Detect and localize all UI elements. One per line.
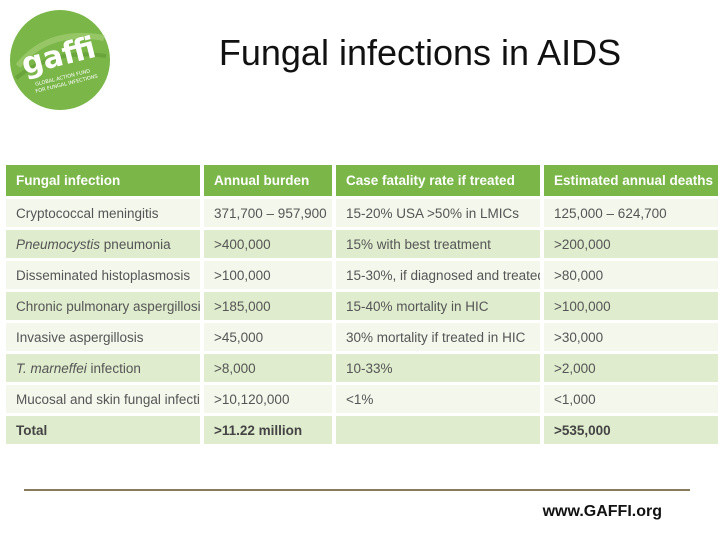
table-total-row: Total >11.22 million >535,000 bbox=[6, 416, 718, 444]
table-header-row: Fungal infection Annual burden Case fata… bbox=[6, 165, 718, 196]
table-row: Cryptococcal meningitis 371,700 – 957,90… bbox=[6, 199, 718, 227]
annual-deaths: >2,000 bbox=[544, 354, 718, 382]
annual-burden: >185,000 bbox=[204, 292, 332, 320]
table-row: Invasive aspergillosis >45,000 30% morta… bbox=[6, 323, 718, 351]
case-fatality: 15-30%, if diagnosed and treated bbox=[336, 261, 540, 289]
annual-burden: >10,120,000 bbox=[204, 385, 332, 413]
infection-name: Invasive aspergillosis bbox=[6, 323, 200, 351]
footer-url[interactable]: www.GAFFI.org bbox=[542, 503, 662, 520]
annual-deaths: <1,000 bbox=[544, 385, 718, 413]
case-fatality: 10-33% bbox=[336, 354, 540, 382]
case-fatality: 15-40% mortality in HIC bbox=[336, 292, 540, 320]
annual-deaths: 125,000 – 624,700 bbox=[544, 199, 718, 227]
annual-burden: >8,000 bbox=[204, 354, 332, 382]
infection-name: T. marneffei infection bbox=[6, 354, 200, 382]
infection-name: Pneumocystis pneumonia bbox=[6, 230, 200, 258]
fungal-infections-table: Fungal infection Annual burden Case fata… bbox=[2, 162, 720, 447]
total-burden: >11.22 million bbox=[204, 416, 332, 444]
infection-name: Disseminated histoplasmosis bbox=[6, 261, 200, 289]
table-row: Mucosal and skin fungal infection >10,12… bbox=[6, 385, 718, 413]
table-row: Pneumocystis pneumonia >400,000 15% with… bbox=[6, 230, 718, 258]
header-annual-deaths: Estimated annual deaths bbox=[544, 165, 718, 196]
total-fatality bbox=[336, 416, 540, 444]
infection-name: Cryptococcal meningitis bbox=[6, 199, 200, 227]
table-row: Disseminated histoplasmosis >100,000 15-… bbox=[6, 261, 718, 289]
header-fungal-infection: Fungal infection bbox=[6, 165, 200, 196]
header-case-fatality: Case fatality rate if treated bbox=[336, 165, 540, 196]
annual-burden: 371,700 – 957,900 bbox=[204, 199, 332, 227]
annual-deaths: >200,000 bbox=[544, 230, 718, 258]
footer-divider bbox=[24, 489, 690, 491]
infection-name: Mucosal and skin fungal infection bbox=[6, 385, 200, 413]
annual-deaths: >30,000 bbox=[544, 323, 718, 351]
annual-deaths: >100,000 bbox=[544, 292, 718, 320]
case-fatality: <1% bbox=[336, 385, 540, 413]
annual-burden: >400,000 bbox=[204, 230, 332, 258]
gaffi-logo: gaffi GLOBAL ACTION FUND FOR FUNGAL INFE… bbox=[8, 8, 112, 112]
annual-burden: >100,000 bbox=[204, 261, 332, 289]
table-row: Chronic pulmonary aspergillosis >185,000… bbox=[6, 292, 718, 320]
table-row: T. marneffei infection >8,000 10-33% >2,… bbox=[6, 354, 718, 382]
gaffi-logo-graphic: gaffi GLOBAL ACTION FUND FOR FUNGAL INFE… bbox=[10, 10, 110, 110]
slide-title: Fungal infections in AIDS bbox=[218, 32, 622, 73]
infection-name: Chronic pulmonary aspergillosis bbox=[6, 292, 200, 320]
case-fatality: 15-20% USA >50% in LMICs bbox=[336, 199, 540, 227]
total-label: Total bbox=[6, 416, 200, 444]
header-annual-burden: Annual burden bbox=[204, 165, 332, 196]
annual-burden: >45,000 bbox=[204, 323, 332, 351]
case-fatality: 30% mortality if treated in HIC bbox=[336, 323, 540, 351]
annual-deaths: >80,000 bbox=[544, 261, 718, 289]
total-deaths: >535,000 bbox=[544, 416, 718, 444]
case-fatality: 15% with best treatment bbox=[336, 230, 540, 258]
